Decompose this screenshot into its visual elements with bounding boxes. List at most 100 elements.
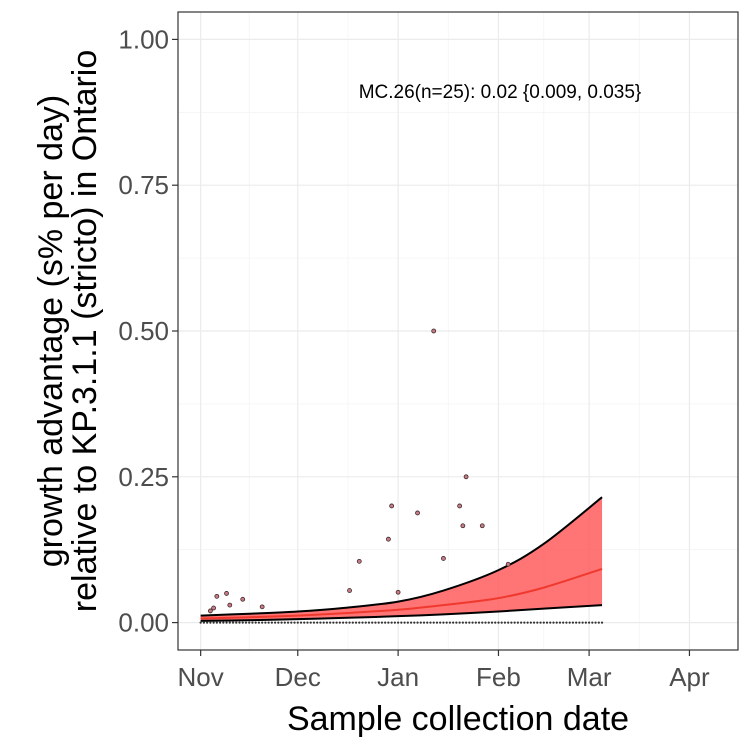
zero-point	[403, 621, 406, 624]
zero-point	[584, 621, 587, 624]
zero-point	[222, 621, 225, 624]
data-point	[479, 523, 485, 529]
zero-point	[212, 621, 215, 624]
zero-point	[497, 621, 500, 624]
zero-point	[238, 621, 241, 624]
zero-point	[338, 621, 341, 624]
zero-point	[354, 621, 358, 624]
lower-bound-line	[200, 604, 603, 622]
zero-point	[397, 621, 400, 624]
zero-point	[500, 621, 503, 624]
zero-point	[312, 621, 316, 624]
zero-point	[206, 621, 209, 624]
zero-point	[432, 621, 435, 624]
zero-point	[306, 621, 309, 624]
mean-fit-line	[200, 567, 603, 620]
data-point	[356, 558, 362, 564]
zero-point	[555, 621, 558, 624]
zero-point	[419, 621, 422, 624]
zero-point	[218, 621, 222, 624]
data-point	[386, 536, 391, 542]
zero-point	[422, 621, 426, 624]
zero-point	[270, 621, 273, 624]
zero-point	[435, 621, 439, 624]
zero-point	[367, 621, 371, 624]
zero-point	[296, 621, 299, 624]
zero-point	[503, 621, 507, 624]
y-axis-title-line-1: growth advantage (s% per day)	[32, 95, 70, 567]
zero-point	[545, 621, 549, 624]
zero-point	[468, 621, 471, 624]
zero-point	[364, 621, 367, 624]
annotation-text: MC.26(n=25): 0.02 {0.009, 0.035}	[359, 82, 642, 103]
confidence-ribbon	[200, 497, 603, 621]
zero-point	[241, 621, 244, 624]
zero-point	[413, 621, 416, 624]
data-point	[395, 589, 401, 595]
zero-point	[277, 621, 280, 624]
data-point	[431, 328, 437, 334]
x-tick-label: Mar	[567, 662, 612, 692]
data-point	[460, 523, 466, 529]
zero-point	[371, 621, 374, 624]
data-point	[224, 591, 229, 596]
zero-point	[299, 621, 303, 624]
zero-point	[426, 621, 429, 624]
zero-point	[374, 621, 377, 624]
zero-point	[406, 621, 409, 624]
x-axis-title: Sample collection date	[287, 700, 629, 738]
zero-point	[341, 621, 345, 624]
zero-point	[209, 621, 212, 624]
y-tick-label: 0.25	[118, 462, 169, 492]
zero-point	[532, 621, 536, 624]
y-tick-label: 0.50	[118, 316, 169, 346]
x-tick-label: Apr	[669, 662, 710, 692]
points-layer	[199, 328, 604, 624]
zero-point	[254, 621, 257, 624]
zero-point	[507, 621, 510, 624]
zero-point	[335, 621, 338, 624]
zero-point	[520, 621, 523, 624]
zero-point	[290, 621, 293, 624]
zero-point	[474, 621, 477, 624]
zero-point	[351, 621, 354, 624]
zero-point	[510, 621, 513, 624]
zero-point	[329, 621, 332, 624]
zero-point	[597, 621, 600, 624]
zero-point	[455, 621, 458, 624]
y-axis-title-line-2: relative to KP.3.1.1 (stricto) in Ontari…	[66, 50, 104, 613]
zero-point	[581, 621, 584, 624]
data-point	[259, 604, 265, 610]
data-point	[457, 503, 463, 509]
data-point	[389, 503, 395, 509]
zero-point	[549, 621, 552, 624]
zero-point	[448, 621, 452, 624]
zero-point	[358, 621, 361, 624]
upper-bound-line	[200, 496, 603, 617]
zero-point	[257, 621, 261, 624]
y-axis-title: growth advantage (s% per day) relative t…	[32, 50, 104, 613]
zero-point	[384, 621, 387, 624]
zero-point	[458, 621, 461, 624]
zero-point	[319, 621, 322, 624]
zero-point	[494, 621, 497, 624]
zero-point	[400, 621, 403, 624]
zero-point	[409, 621, 413, 624]
zero-point	[442, 621, 445, 624]
zero-point	[393, 621, 396, 624]
zero-point	[231, 621, 235, 624]
zero-point	[587, 621, 591, 624]
zero-point	[235, 621, 238, 624]
data-point	[415, 510, 420, 516]
zero-point	[228, 621, 231, 624]
zero-point	[332, 621, 335, 624]
zero-point	[536, 621, 539, 624]
y-axis: 0.00 0.25 0.50 0.75 1.00	[118, 24, 178, 638]
zero-point	[215, 621, 218, 624]
zero-point	[558, 621, 562, 624]
zero-point	[439, 621, 442, 624]
zero-point	[280, 621, 283, 624]
zero-point	[345, 621, 348, 624]
zero-point	[526, 621, 529, 624]
x-tick-label: Jan	[377, 662, 419, 692]
